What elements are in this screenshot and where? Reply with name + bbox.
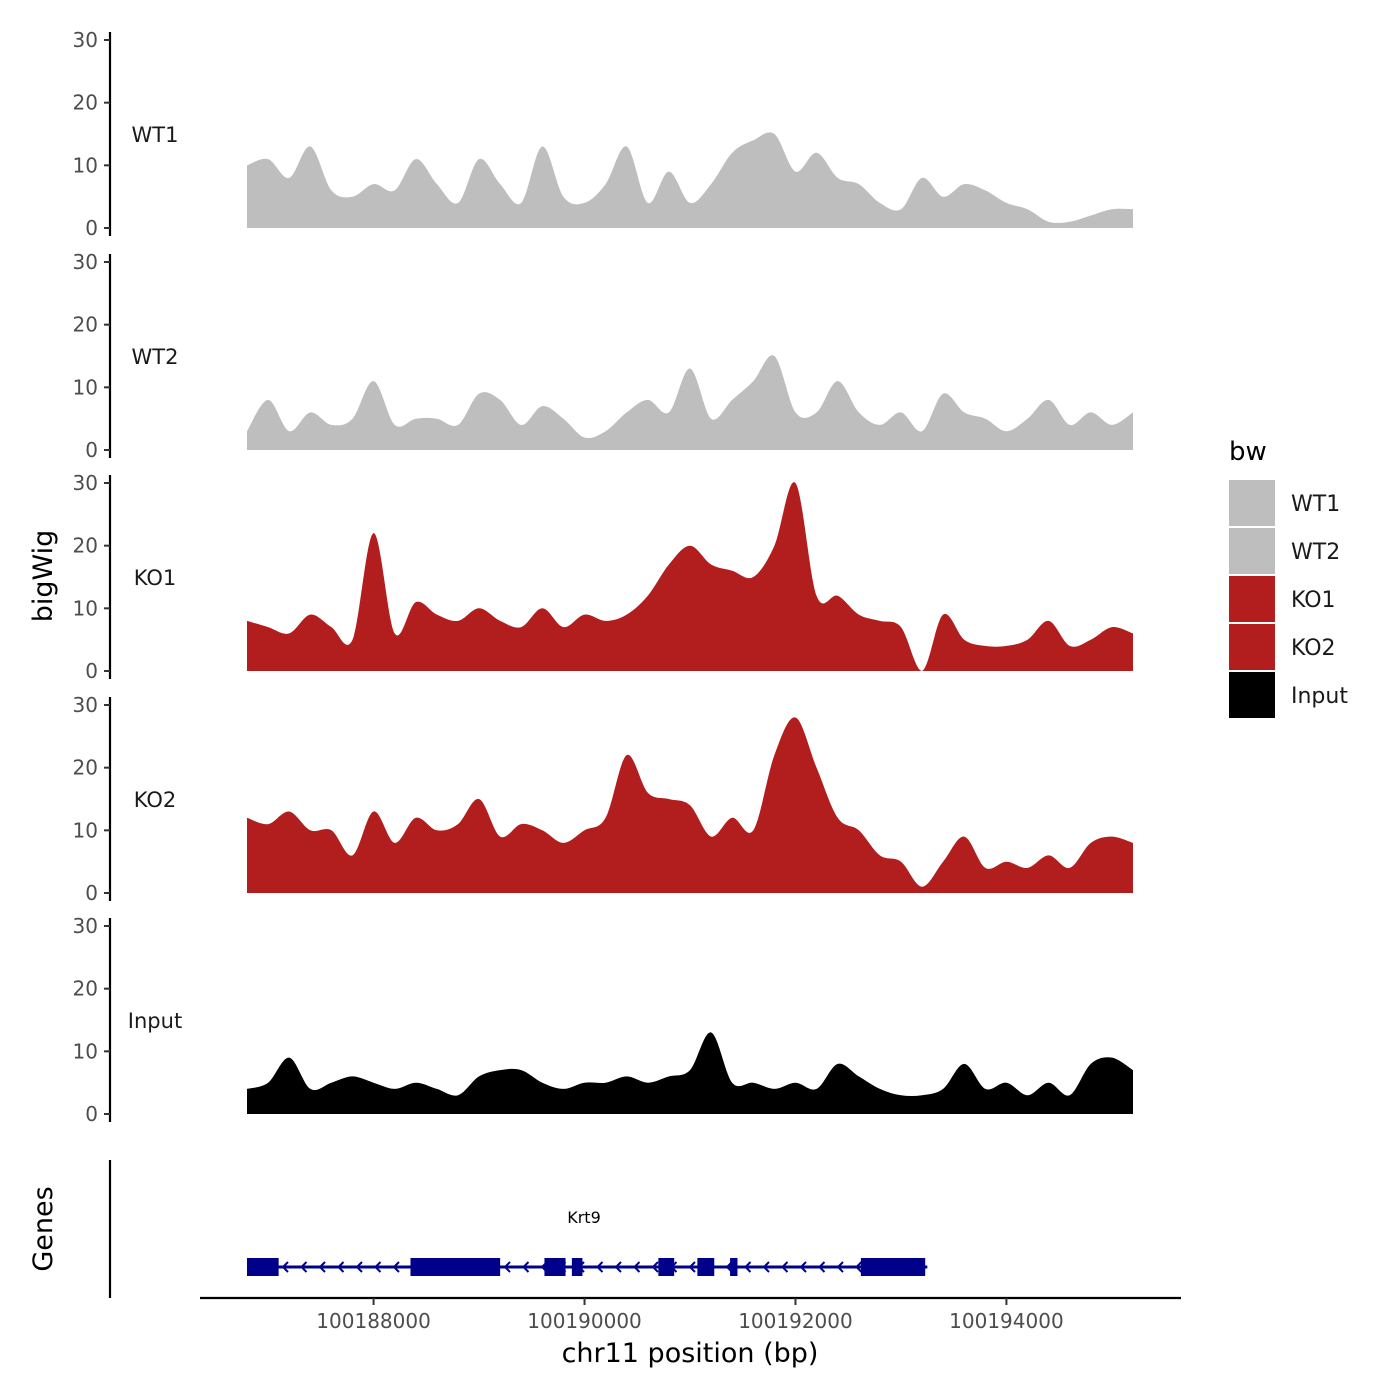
track-panel-wt2: 0 10 20 30 WT2 — [73, 250, 1133, 462]
legend-label-ko2: KO2 — [1291, 636, 1336, 661]
strand-arrow — [503, 1261, 511, 1273]
track-panels: 0 10 20 30 WT1 0 10 20 30 WT2 0 10 20 30 KO1 0 10 20 30 KO2… — [73, 28, 1133, 1126]
track-label-input: Input — [128, 1009, 182, 1033]
legend-key-input — [1229, 672, 1275, 718]
gene-exon — [730, 1258, 738, 1276]
legend-label-wt2: WT2 — [1291, 540, 1340, 565]
gene-exon — [571, 1258, 583, 1276]
y-tick-label: 10 — [73, 375, 98, 399]
strand-arrow — [596, 1261, 604, 1273]
genes-track — [108, 1160, 928, 1298]
gene-exon — [544, 1258, 566, 1276]
y-tick-label: 10 — [73, 596, 98, 620]
strand-arrow — [300, 1261, 308, 1273]
strand-arrow — [318, 1261, 326, 1273]
strand-arrow — [355, 1261, 363, 1273]
genes-track-title: Genes — [28, 1186, 59, 1271]
legend-label-ko1: KO1 — [1291, 588, 1336, 613]
legend-key-wt1 — [1229, 480, 1275, 526]
gene-exon — [658, 1258, 675, 1276]
y-tick-label: 20 — [73, 91, 98, 115]
area-series-input — [247, 1032, 1133, 1114]
area-series-ko1 — [247, 482, 1133, 671]
track-label-wt1: WT1 — [132, 123, 179, 147]
legend: WT1 WT2 KO1 KO2 Input — [1229, 480, 1348, 718]
y-tick-label: 20 — [73, 534, 98, 558]
strand-arrow — [614, 1261, 622, 1273]
y-axis-title: bigWig — [28, 530, 59, 623]
strand-arrow — [374, 1261, 382, 1273]
y-tick-label: 0 — [85, 438, 98, 462]
y-tick-label: 0 — [85, 881, 98, 905]
y-tick-label: 10 — [73, 818, 98, 842]
x-tick-label: 100192000 — [738, 1309, 853, 1333]
strand-arrow — [744, 1261, 752, 1273]
strand-arrow — [281, 1261, 289, 1273]
strand-arrow — [522, 1261, 530, 1273]
y-tick-label: 10 — [73, 1039, 98, 1063]
x-tick-label: 100190000 — [527, 1309, 642, 1333]
strand-arrow — [633, 1261, 641, 1273]
area-series-ko2 — [247, 717, 1133, 893]
legend-title: bw — [1229, 437, 1267, 467]
track-panel-input: 0 10 20 30 Input — [73, 914, 1133, 1126]
strand-arrow — [799, 1261, 807, 1273]
track-label-wt2: WT2 — [132, 345, 179, 369]
strand-arrow — [651, 1261, 659, 1273]
strand-arrow — [781, 1261, 789, 1273]
strand-arrow — [337, 1261, 345, 1273]
legend-key-wt2 — [1229, 528, 1275, 574]
y-tick-label: 0 — [85, 659, 98, 683]
strand-arrow — [392, 1261, 400, 1273]
strand-arrow — [688, 1261, 696, 1273]
y-tick-label: 0 — [85, 1102, 98, 1126]
y-tick-label: 30 — [73, 914, 98, 938]
y-tick-label: 20 — [73, 313, 98, 337]
legend-key-ko2 — [1229, 624, 1275, 670]
y-tick-label: 20 — [73, 977, 98, 1001]
y-tick-label: 30 — [73, 250, 98, 274]
legend-label-input: Input — [1291, 684, 1348, 709]
gene-exon — [697, 1258, 715, 1276]
area-series-wt1 — [247, 132, 1133, 228]
y-tick-label: 30 — [73, 28, 98, 52]
gene-exon — [410, 1258, 501, 1276]
x-tick-label: 100194000 — [949, 1309, 1064, 1333]
x-axis-title: chr11 position (bp) — [562, 1338, 819, 1369]
gene-exon — [247, 1258, 279, 1276]
y-tick-label: 20 — [73, 756, 98, 780]
track-panel-wt1: 0 10 20 30 WT1 — [73, 28, 1133, 240]
x-axis: 100188000 100190000 100192000 100194000 — [200, 1296, 1181, 1333]
gene-label: Krt9 — [567, 1208, 601, 1227]
area-series-wt2 — [247, 355, 1133, 450]
legend-label-wt1: WT1 — [1291, 492, 1340, 517]
y-tick-label: 30 — [73, 693, 98, 717]
track-label-ko1: KO1 — [134, 566, 177, 590]
x-tick-label: 100188000 — [316, 1309, 431, 1333]
track-label-ko2: KO2 — [134, 788, 177, 812]
y-tick-label: 0 — [85, 216, 98, 240]
track-panel-ko2: 0 10 20 30 KO2 — [73, 693, 1133, 905]
y-tick-label: 10 — [73, 153, 98, 177]
strand-arrow — [818, 1261, 826, 1273]
strand-arrow — [762, 1261, 770, 1273]
legend-key-ko1 — [1229, 576, 1275, 622]
y-tick-label: 30 — [73, 471, 98, 495]
track-panel-ko1: 0 10 20 30 KO1 — [73, 471, 1133, 683]
strand-arrow — [855, 1261, 863, 1273]
strand-arrow — [836, 1261, 844, 1273]
gene-exon — [860, 1258, 926, 1276]
